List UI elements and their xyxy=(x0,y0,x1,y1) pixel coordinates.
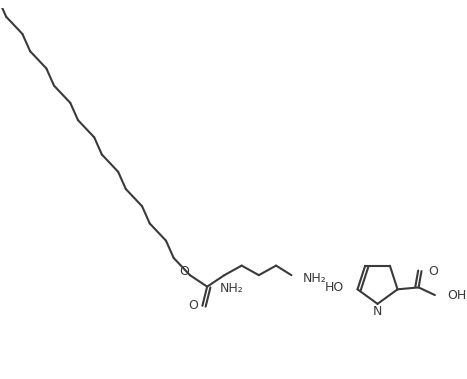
Text: HO: HO xyxy=(325,281,344,294)
Text: OH: OH xyxy=(447,288,467,302)
Text: O: O xyxy=(179,265,189,278)
Text: NH₂: NH₂ xyxy=(220,282,244,295)
Text: NH₂: NH₂ xyxy=(303,271,326,285)
Text: O: O xyxy=(188,299,198,312)
Text: O: O xyxy=(428,265,438,278)
Text: N: N xyxy=(373,305,382,318)
